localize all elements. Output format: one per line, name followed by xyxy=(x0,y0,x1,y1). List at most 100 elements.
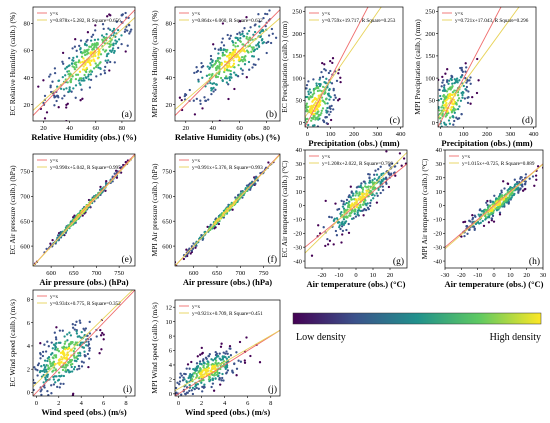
scatter-point xyxy=(309,130,311,132)
y-axis-label: MPI Relative Humidity (calib.) (%) xyxy=(150,10,159,118)
scatter-point xyxy=(256,179,260,182)
scatter-point xyxy=(211,382,215,385)
scatter-point xyxy=(456,81,459,84)
scatter-point xyxy=(242,34,246,38)
scatter-point xyxy=(79,321,82,325)
scatter-point xyxy=(54,348,57,351)
scatter-point xyxy=(195,369,198,372)
scatter-point xyxy=(73,45,77,48)
x-axis-label: Relative Humidity (obs.) (%) xyxy=(175,132,280,142)
scatter-point xyxy=(105,180,108,183)
scatter-point xyxy=(536,165,540,168)
scatter-point xyxy=(167,94,169,96)
scatter-point xyxy=(312,89,316,92)
scatter-point xyxy=(458,79,461,82)
scatter-point xyxy=(320,109,323,112)
scatter-point xyxy=(349,196,353,199)
y-tick-label: 12 xyxy=(166,304,173,311)
scatter-point xyxy=(284,150,286,152)
scatter-point xyxy=(324,81,327,85)
scatter-point xyxy=(98,352,101,355)
scatter-point xyxy=(73,67,77,71)
panel-label: (j) xyxy=(268,384,277,395)
scatter-point xyxy=(534,174,538,177)
scatter-point xyxy=(135,29,137,31)
scatter-point xyxy=(50,392,53,395)
scatter-point xyxy=(63,335,66,338)
x-tick-label: 750 xyxy=(259,270,269,277)
scatter-point xyxy=(341,229,345,233)
scatter-point xyxy=(188,367,191,370)
scatter-point xyxy=(63,342,66,345)
scatter-point xyxy=(66,347,69,351)
scatter-point xyxy=(226,33,229,37)
scatter-point xyxy=(54,368,57,371)
scatter-point xyxy=(40,365,43,368)
scatter-point xyxy=(337,207,341,211)
scatter-point xyxy=(72,66,76,69)
scatter-point xyxy=(50,364,54,367)
scatter-point xyxy=(452,128,454,130)
scatter-point xyxy=(76,335,79,338)
scatter-point xyxy=(441,101,445,105)
scatter-point xyxy=(105,33,108,36)
scatter-point xyxy=(201,65,205,68)
scatter-point xyxy=(523,188,526,191)
scatter-point xyxy=(188,383,191,387)
scatter-point xyxy=(126,44,129,47)
scatter-point xyxy=(208,353,211,356)
scatter-point xyxy=(123,30,127,33)
scatter-point xyxy=(182,257,186,261)
scatter-point xyxy=(241,32,244,36)
scatter-point xyxy=(477,79,480,82)
scatter-point xyxy=(355,198,358,202)
scatter-point xyxy=(377,188,380,192)
scatter-point xyxy=(73,365,77,369)
scatter-point xyxy=(72,354,76,357)
scatter-point xyxy=(369,201,372,205)
scatter-point xyxy=(307,98,311,101)
scatter-point xyxy=(67,343,71,346)
scatter-point xyxy=(86,31,90,34)
scatter-point xyxy=(218,63,221,66)
scatter-point xyxy=(59,382,62,385)
scatter-point xyxy=(186,363,190,366)
scatter-point xyxy=(137,151,139,153)
scatter-point xyxy=(292,100,294,102)
scatter-point xyxy=(355,205,359,209)
scatter-point xyxy=(68,56,71,60)
scatter-point xyxy=(79,336,82,339)
scatter-point xyxy=(434,136,436,138)
legend-label-identity: y=x xyxy=(455,11,464,17)
scatter-point xyxy=(233,362,236,365)
scatter-point xyxy=(432,84,434,86)
scatter-point xyxy=(339,212,342,215)
scatter-point xyxy=(221,37,224,40)
scatter-point xyxy=(200,352,204,355)
scatter-point xyxy=(50,384,53,387)
scatter-point xyxy=(20,275,22,277)
x-axis-label: Air pressure (obs.) (hPa) xyxy=(183,277,272,287)
scatter-point xyxy=(72,59,75,62)
scatter-point xyxy=(112,27,116,31)
scatter-point xyxy=(203,96,206,99)
x-tick-label: 6 xyxy=(246,400,250,407)
scatter-point xyxy=(326,106,329,110)
scatter-point xyxy=(49,86,52,89)
scatter-point xyxy=(326,237,329,241)
scatter-point xyxy=(321,75,325,79)
scatter-point xyxy=(466,101,470,105)
scatter-point xyxy=(228,64,231,68)
scatter-point xyxy=(88,357,91,360)
scatter-point xyxy=(462,220,465,224)
scatter-point xyxy=(79,354,82,357)
scatter-point xyxy=(192,99,195,102)
scatter-point xyxy=(217,355,220,358)
scatter-point xyxy=(56,385,59,389)
y-axis-label: MPI Air pressure (calib.) (hPa) xyxy=(150,163,159,257)
scatter-point xyxy=(448,122,452,125)
scatter-point xyxy=(190,377,194,381)
scatter-point xyxy=(356,213,359,216)
